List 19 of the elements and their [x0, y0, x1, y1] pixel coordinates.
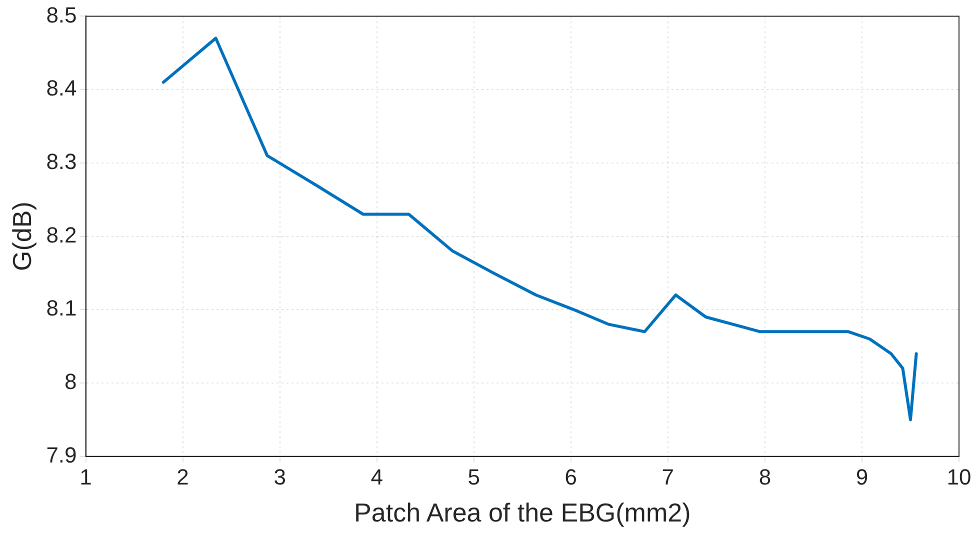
x-tick-label: 10 — [946, 464, 972, 490]
x-axis-title: Patch Area of the EBG(mm2) — [354, 498, 691, 528]
y-tick-label: 8.1 — [46, 296, 77, 321]
x-tick-label: 6 — [564, 464, 578, 490]
x-tick-label: 2 — [176, 464, 189, 490]
x-tick-label: 4 — [370, 464, 383, 490]
x-tick-label: 1 — [80, 464, 92, 490]
x-tick-label: 8 — [758, 464, 772, 490]
x-tick-label: 9 — [856, 464, 868, 490]
x-tick-label: 5 — [468, 464, 480, 490]
y-axis-title: G(dB) — [6, 202, 37, 271]
y-tick-label: 8.3 — [46, 148, 77, 174]
x-tick-label: 3 — [274, 464, 286, 490]
y-tick-label: 7.9 — [46, 442, 77, 468]
x-tick-label: 7 — [662, 464, 674, 490]
y-tick-label: 8.2 — [46, 222, 77, 248]
y-tick-label: 8.4 — [46, 76, 77, 101]
y-tick-label: 8.5 — [46, 2, 77, 28]
y-tick-label: 8 — [64, 369, 77, 394]
